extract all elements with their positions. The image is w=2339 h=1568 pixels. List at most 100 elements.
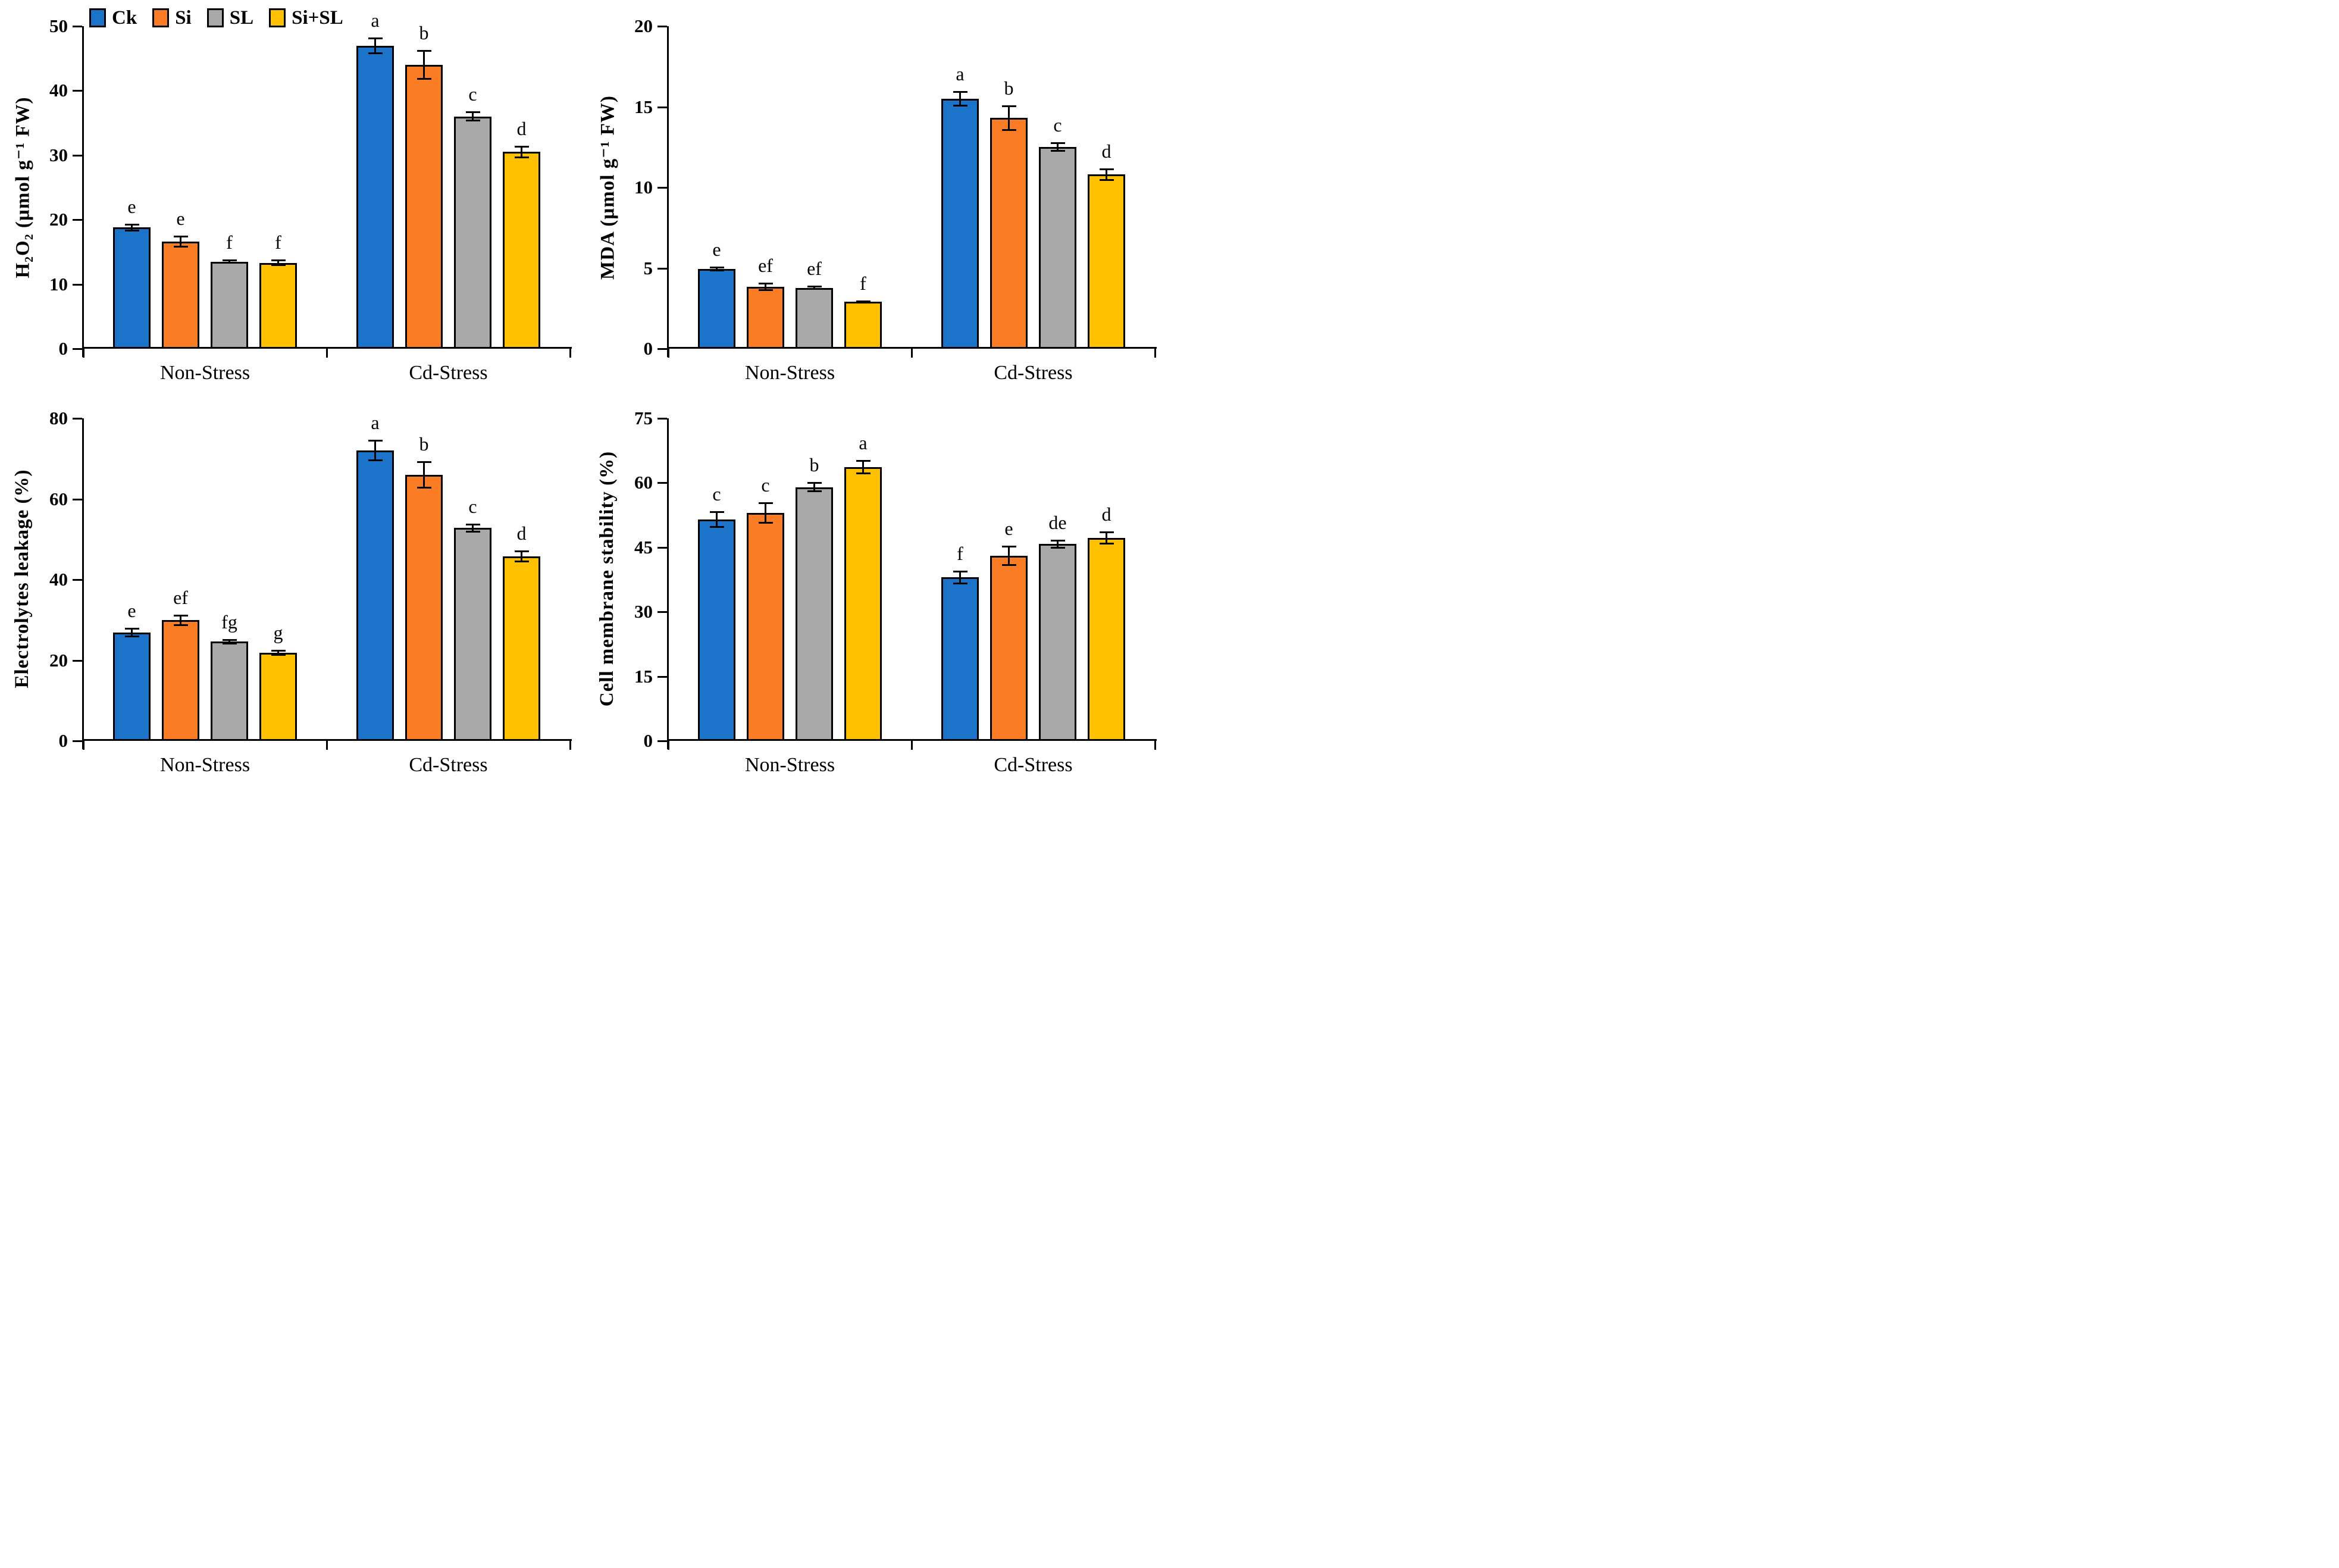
y-tick-label: 15: [634, 96, 653, 117]
error-bar-cap-top: [514, 550, 529, 552]
error-bar-cap-bottom: [758, 289, 773, 291]
error-bar-cap-bottom: [417, 77, 431, 80]
y-tick: [73, 418, 82, 420]
error-bar: [765, 283, 766, 290]
error-bar-cap-top: [856, 459, 871, 462]
y-tick-label: 60: [634, 472, 653, 493]
sig-letter: b: [419, 433, 429, 455]
error-bar-cap-top: [222, 259, 237, 262]
bar-ck: [941, 98, 979, 349]
bar-sl: [211, 261, 248, 349]
bar-si: [405, 474, 443, 741]
legend-label: Si: [175, 7, 192, 29]
sig-letter: d: [516, 117, 527, 139]
y-tick-label: 20: [634, 15, 653, 36]
error-bar-cap-top: [368, 37, 383, 39]
category-label: Cd-Stress: [409, 754, 488, 776]
error-bar-cap-bottom: [856, 302, 871, 304]
sig-letter: b: [1004, 77, 1014, 99]
bar-si: [990, 556, 1028, 741]
category-label: Non-Stress: [159, 362, 251, 384]
error-bar-cap-top: [271, 649, 286, 652]
legend-item-si: Si: [152, 7, 192, 29]
error-bar-cap-top: [807, 482, 822, 484]
category-label: Non-Stress: [744, 362, 835, 384]
error-bar-cap-top: [1001, 546, 1016, 548]
sig-letter: c: [712, 483, 721, 505]
error-bar-cap-bottom: [807, 287, 822, 290]
sig-letter: d: [1101, 503, 1111, 525]
error-bar-cap-bottom: [173, 245, 188, 248]
sig-letter: a: [956, 62, 965, 84]
error-bar-cap-top: [807, 286, 822, 288]
category-label: Non-Stress: [744, 754, 835, 776]
y-tick: [73, 348, 82, 350]
bar-sl: [796, 487, 833, 741]
error-bar: [813, 483, 815, 492]
error-bar-cap-bottom: [124, 229, 139, 231]
x-tick: [325, 349, 328, 358]
category-label: Cd-Stress: [409, 362, 488, 384]
error-bar-cap-top: [758, 282, 773, 284]
y-tick: [73, 659, 82, 662]
sig-letter: ef: [173, 586, 188, 608]
error-bar: [180, 236, 181, 247]
error-bar-cap-top: [953, 571, 967, 573]
error-bar-cap-top: [417, 50, 431, 52]
error-bar-cap-top: [465, 111, 480, 114]
bar-sl: [454, 528, 491, 741]
y-tick: [73, 90, 82, 92]
x-tick: [1154, 349, 1156, 358]
error-bar: [1106, 168, 1107, 180]
sig-letter: c: [1053, 114, 1062, 136]
error-bar: [423, 51, 425, 79]
error-bar: [180, 615, 181, 626]
bar-si-sl: [844, 302, 882, 349]
category-label: Cd-Stress: [994, 362, 1073, 384]
legend-swatch-si: [152, 8, 170, 27]
bar-sl: [1039, 147, 1076, 349]
y-axis-line: [667, 26, 669, 357]
x-tick: [667, 349, 669, 358]
error-bar-cap-top: [856, 300, 871, 302]
y-tick: [657, 267, 667, 270]
y-tick: [657, 611, 667, 614]
error-bar: [1008, 546, 1010, 566]
y-tick: [657, 740, 667, 742]
error-bar-cap-bottom: [953, 105, 967, 107]
sig-letter: d: [516, 522, 527, 544]
bar-si: [162, 242, 199, 349]
error-bar-cap-top: [222, 639, 237, 641]
x-tick: [82, 741, 84, 750]
x-tick: [667, 741, 669, 750]
y-tick-label: 50: [49, 15, 68, 36]
y-tick: [73, 26, 82, 27]
error-bar: [277, 650, 279, 655]
sig-letter: g: [273, 621, 283, 643]
error-bar: [813, 286, 815, 289]
bar-si-sl: [844, 467, 882, 741]
x-axis-line: [82, 347, 572, 349]
error-bar: [1057, 143, 1059, 152]
error-bar-cap-bottom: [1099, 543, 1114, 545]
error-bar: [959, 571, 961, 584]
sig-letter: e: [1004, 518, 1013, 540]
category-label: Cd-Stress: [994, 754, 1073, 776]
y-tick-label: 10: [634, 177, 653, 198]
error-bar-cap-top: [271, 259, 286, 262]
bar-ck: [941, 577, 979, 741]
y-tick: [73, 579, 82, 581]
error-bar-cap-bottom: [271, 653, 286, 656]
four-panel-bar-figure: H₂O₂ (µmol g⁻¹ FW) Ck Si SL Si+SL 0 10 20 3…: [0, 0, 1170, 784]
x-tick: [569, 741, 571, 750]
sig-letter: c: [761, 474, 770, 496]
error-bar-cap-bottom: [1050, 546, 1065, 549]
y-tick-label: 30: [634, 601, 653, 622]
sig-letter: e: [127, 195, 136, 217]
sig-letter: a: [371, 9, 380, 31]
bar-si-sl: [503, 556, 540, 741]
error-bar-cap-bottom: [514, 560, 529, 562]
x-axis-line: [667, 347, 1157, 349]
error-bar-cap-top: [1099, 531, 1114, 533]
error-bar-cap-bottom: [465, 120, 480, 122]
